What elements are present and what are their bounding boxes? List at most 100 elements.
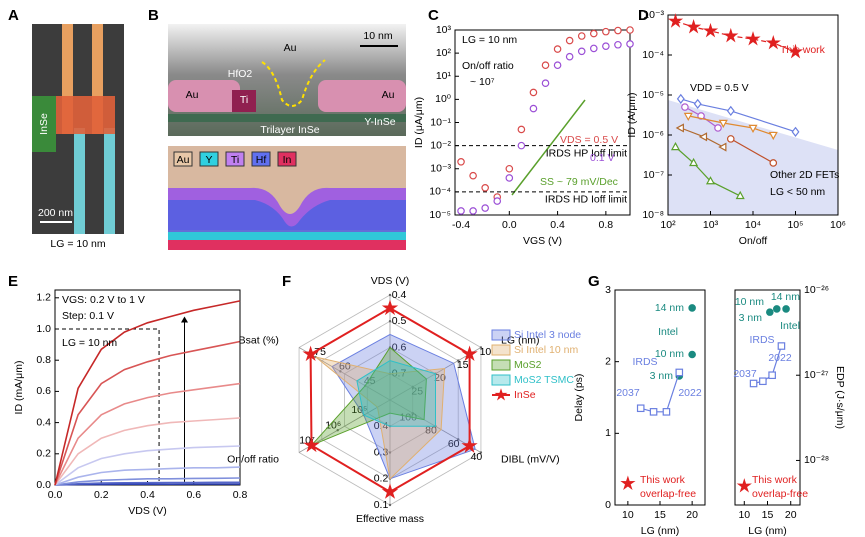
x-tick-label: 10⁶ [830,219,846,231]
radar-tick [339,370,342,373]
marker [736,478,752,493]
panel-label: B [148,7,159,24]
panel-label: G [588,273,600,290]
radar-tick-label: 0.1 [374,499,389,511]
au-contact [168,80,240,112]
marker [723,27,739,43]
y-tick-label: 10⁻² [430,139,451,151]
annotation: 2037 [616,387,640,399]
annotation: SS ~ 79 mV/Dec [540,176,618,188]
annotation: 14 nm [771,291,800,303]
image-label: Au [382,89,395,101]
y-tick-label: 10⁻²⁶ [804,284,829,296]
marker [766,308,774,316]
y-tick-label: 10⁻²⁸ [804,454,829,466]
x-tick-label: 20 [686,509,698,521]
shaded-region [668,100,838,215]
x-tick-label: 0.2 [94,489,109,501]
y-tick-label: 10⁰ [435,93,452,105]
x-tick-label: 0.4 [140,489,155,501]
gate [74,128,85,234]
radar-tick-label: 0.2 [374,473,389,485]
marker [718,142,727,152]
x-tick-label: 15 [654,509,666,521]
marker [675,123,684,133]
image-label: HfO2 [228,68,253,80]
marker [626,26,634,34]
marker [686,18,702,34]
series-line [54,382,241,486]
radar-series [315,356,446,480]
marker [726,105,735,117]
series-label: IRDS [749,334,774,346]
radar-tick-label: 0.7 [392,368,407,380]
marker [726,135,735,143]
x-tick-label: 0.8 [599,219,614,231]
y-tick-label: 0.8 [36,354,51,366]
y-tick-label: 10⁻⁴ [429,186,451,198]
marker [481,204,489,212]
scale-label: 10 nm [363,30,392,42]
radar-tick [456,438,460,441]
marker [529,88,538,97]
radar-tick [456,359,460,362]
series-label: 0.1 V [590,152,615,164]
marker [649,408,658,416]
y-region [168,232,406,240]
inse-layer [168,114,406,122]
y-axis-label: ID (μA/μm) [413,97,425,148]
tem-image: Au 10 nm HfO2 Au Ti Au Trilayer InSe Y-I… [168,24,406,136]
marker [787,43,804,59]
y-tick-label: 1.2 [36,292,51,304]
y-tick-label: 10⁻⁴ [642,49,664,61]
marker [791,126,800,137]
legend-swatch [491,359,511,371]
y-tick-label: 10⁻³ [430,163,451,175]
hf-region [168,200,406,232]
marker [688,304,696,312]
legend-label: Si Intel 10 nm [514,344,578,356]
marker [748,124,758,134]
gate [104,128,115,234]
radar-series [311,346,427,446]
marker [702,22,719,38]
inse-flake [32,96,56,152]
marker [602,27,610,36]
legend-swatch [491,344,511,356]
marker [469,171,477,180]
x-tick-label: 0.8 [233,489,248,501]
radar-tick-label: 10 [480,346,492,358]
y-axis-label: ID (mA/μm) [13,361,25,415]
radar-axis-label: Bsat (%) [239,334,279,346]
x-tick-label: 0.0 [502,219,517,231]
y-axis-label: ID (A/μm) [626,92,638,137]
marker [614,26,622,35]
radar-tick [479,346,483,349]
y-tick-label: 0.6 [36,385,51,397]
radar-tick-label: 80 [425,425,437,437]
image-caption: LG = 10 nm [50,238,105,250]
arrow-head [181,316,188,323]
x-tick-label: 15 [762,509,774,521]
y-tick-label: 10⁻⁸ [642,209,664,221]
x-tick-label: 10 [622,509,634,521]
annotation: overlap-free [640,488,696,500]
y-tick-label: 10² [436,47,452,59]
series-line [54,445,241,486]
annotation: 2022 [678,387,702,399]
marker [620,475,636,491]
marker [765,35,781,50]
series-label: Intel [658,326,678,338]
marker [469,207,477,215]
x-tick-label: -0.4 [452,219,470,231]
series-line [54,340,241,486]
legend-label: Ti [231,154,239,166]
annotation: LG < 50 nm [770,186,825,198]
y-tick-label: 0.0 [36,479,51,491]
y-tick-label: 0.4 [36,416,51,428]
marker [457,207,465,215]
radar-tick [411,411,414,415]
annotation: 2037 [733,368,757,380]
marker [675,368,684,377]
